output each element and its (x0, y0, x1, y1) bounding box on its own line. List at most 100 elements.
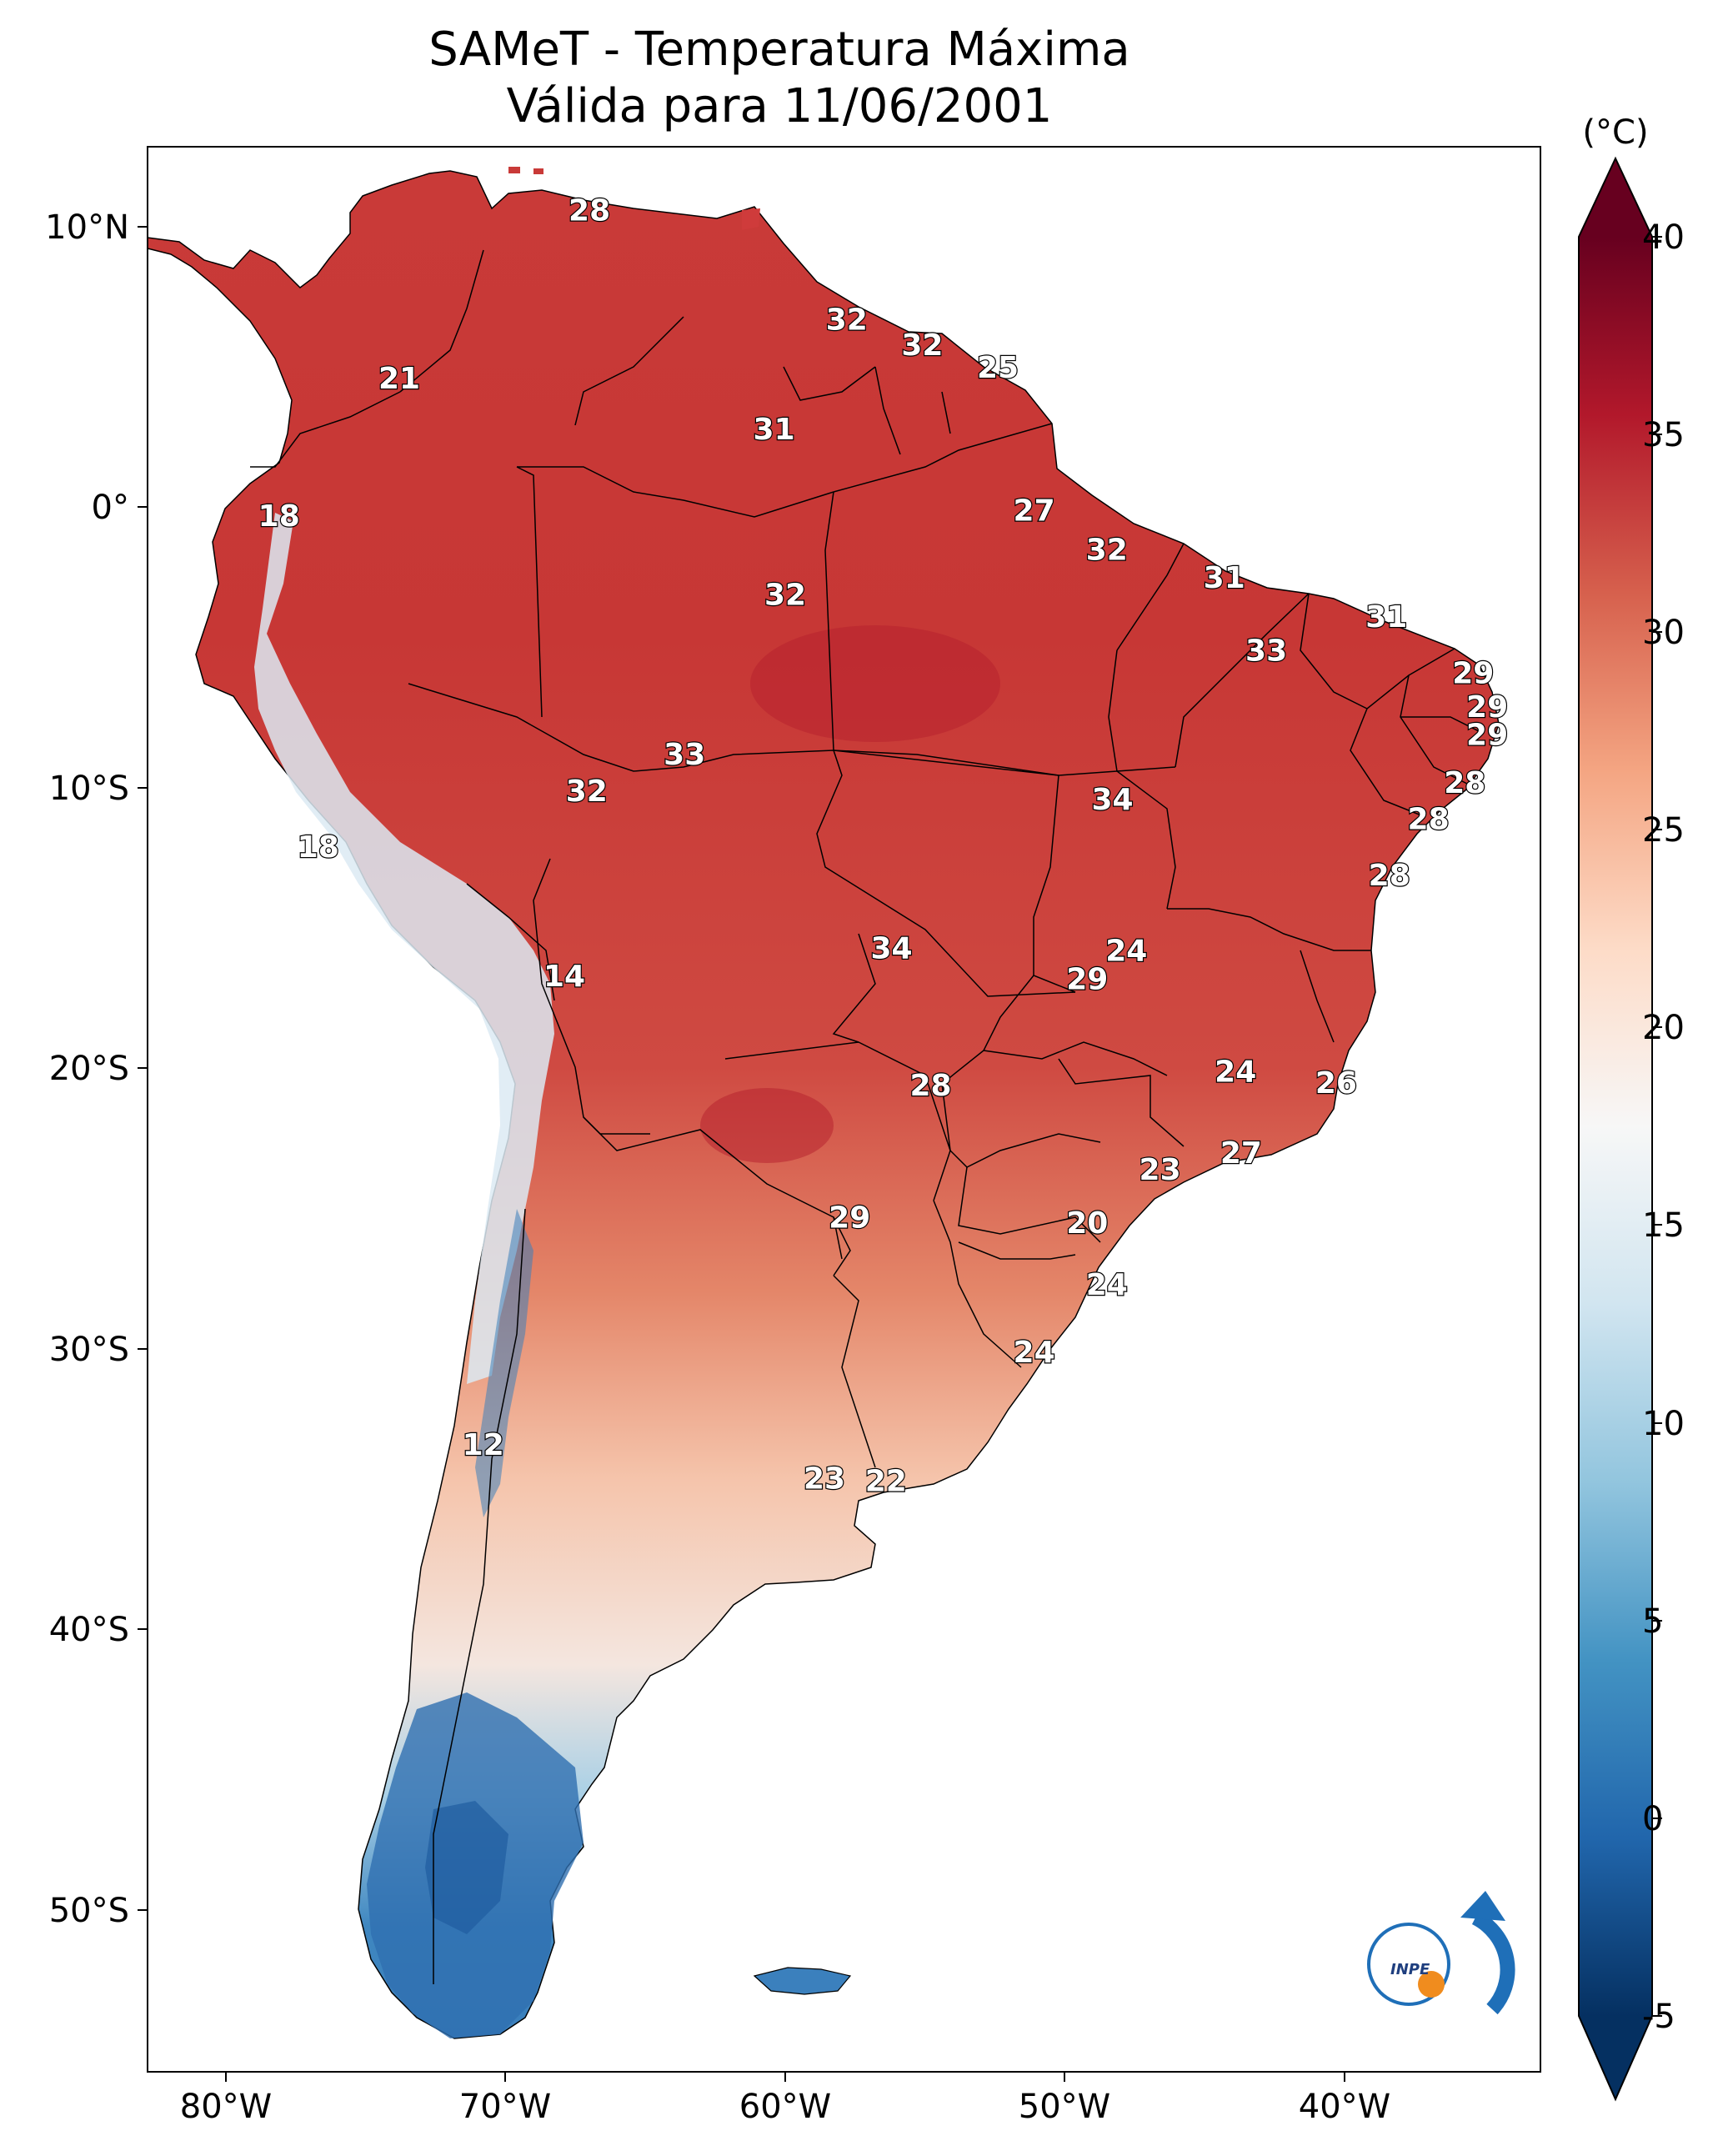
lat-label: 10°S (49, 770, 129, 808)
temperature-label: 29 (1066, 962, 1108, 996)
border-line (816, 750, 1076, 997)
temperature-label: 32 (826, 303, 868, 338)
temperature-label: 34 (870, 931, 912, 965)
falkland-islands (753, 1967, 852, 1995)
border-line (399, 249, 484, 393)
map-layer (148, 167, 1500, 2039)
colorbar-gradient (1579, 237, 1652, 2016)
lat-label: 40°S (49, 1611, 129, 1649)
axis-ticks (138, 226, 1345, 2082)
caribbean-island (508, 167, 520, 173)
border-line (408, 683, 1059, 776)
border-line (466, 883, 555, 1001)
state-border (832, 933, 876, 1043)
border-line (724, 1041, 951, 1201)
border-line (933, 1200, 1022, 1368)
lat-label: 10°N (45, 208, 129, 247)
colorbar-tick-label: -5 (1642, 1998, 1675, 2036)
lon-label: 40°W (1299, 2088, 1390, 2126)
state-border (1167, 908, 1371, 951)
state-border (1116, 543, 1185, 651)
logo-ring (1367, 1923, 1450, 2006)
temperature-label: 28 (909, 1069, 951, 1103)
temperature-label: 28 (1444, 766, 1485, 800)
temperature-label: 28 (568, 193, 610, 228)
border-line (833, 1216, 851, 1276)
temperature-label: 28 (1408, 803, 1450, 837)
lat-label: 30°S (49, 1331, 129, 1369)
border-line (574, 316, 684, 426)
colorbar-bottom-arrow (1579, 2016, 1652, 2099)
temperature-label: 12 (463, 1428, 504, 1462)
temperature-label: 23 (1139, 1153, 1181, 1187)
state-border (958, 1241, 1076, 1260)
longitude-labels: 80°W 70°W 60°W 50°W 40°W (180, 2088, 1390, 2126)
border-line (833, 423, 1053, 493)
colorbar-tick-labels: 40 35 30 25 20 15 10 5 0 -5 (1642, 218, 1685, 2036)
temperature-label: 20 (1066, 1206, 1108, 1241)
lat-label: 0° (92, 489, 129, 527)
colorbar-top-arrow (1579, 158, 1652, 237)
state-border (1300, 950, 1335, 1043)
temperature-label: 14 (543, 960, 585, 994)
lon-label: 80°W (180, 2088, 272, 2126)
border-line (941, 391, 951, 434)
colorbar-tick-label: 10 (1642, 1405, 1685, 1443)
temperature-label: 24 (1086, 1268, 1128, 1302)
state-border (1350, 708, 1426, 818)
temperature-label: 33 (664, 738, 705, 772)
border-line (516, 466, 543, 718)
latitude-labels: 10°N 0° 10°S 20°S 30°S 40°S 50°S (45, 208, 129, 1930)
state-border (1108, 649, 1176, 910)
andes-dark-band (475, 1209, 533, 1517)
border-line (824, 491, 834, 751)
temperature-label: 31 (754, 413, 795, 447)
temperature-label: 32 (764, 578, 806, 612)
map-frame (147, 146, 1541, 2073)
border-line (783, 366, 876, 401)
colorbar-tick-label: 0 (1642, 1800, 1663, 1838)
temperature-label: 27 (1014, 494, 1055, 528)
logo-text: INPE (1390, 1961, 1430, 1978)
state-border (1058, 1058, 1185, 1147)
temperature-label: 29 (1466, 690, 1508, 725)
border-line (433, 1208, 526, 1984)
border-line (583, 1116, 650, 1135)
south-america-land (148, 170, 1500, 2039)
temperature-label: 27 (1220, 1136, 1262, 1171)
patagonia-deep-cold (425, 1801, 508, 1934)
colorbar-tick-label: 5 (1642, 1602, 1663, 1641)
temperature-label: 24 (1014, 1336, 1055, 1370)
chaco-hot-core (700, 1088, 834, 1163)
temperature-label: 32 (566, 775, 608, 809)
country-borders (250, 249, 1485, 1984)
temperature-label: 29 (829, 1201, 870, 1235)
lon-label: 60°W (739, 2088, 831, 2126)
border-line (250, 391, 401, 468)
temperature-label: 32 (1086, 534, 1128, 568)
state-border (1300, 593, 1455, 709)
colorbar-tick-label: 35 (1642, 416, 1685, 454)
border-line (874, 366, 901, 455)
temperature-label: 31 (1365, 600, 1407, 634)
andes-cool-band (254, 513, 554, 1384)
border-line (517, 466, 834, 518)
state-border (1400, 674, 1468, 785)
state-border (958, 1166, 1101, 1243)
state-border (982, 975, 1168, 1076)
lon-label: 50°W (1019, 2088, 1110, 2126)
lat-label: 20°S (49, 1050, 129, 1088)
inpe-logo: INPE (1367, 1891, 1515, 2015)
temperature-label: 34 (1091, 783, 1133, 817)
temperature-label: 24 (1215, 1055, 1256, 1089)
temperature-label: 24 (1105, 935, 1147, 969)
temperature-label: 18 (298, 830, 339, 865)
logo-arrow-head (1460, 1891, 1505, 1921)
lon-label: 70°W (459, 2088, 551, 2126)
caribbean-island (533, 168, 543, 174)
temperature-label: 18 (258, 499, 300, 534)
logo-arc (1471, 1910, 1515, 2015)
temperature-label: 23 (804, 1462, 845, 1496)
